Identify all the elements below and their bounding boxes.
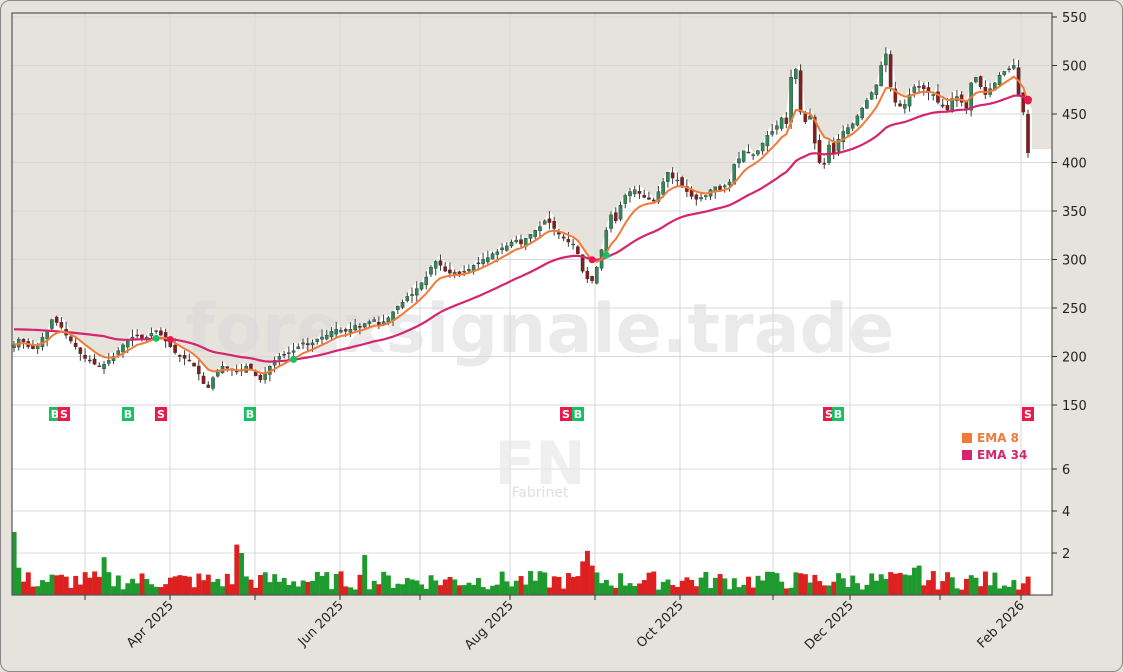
svg-text:400: 400 xyxy=(1062,157,1087,172)
symbol-watermark: FN xyxy=(494,429,585,499)
svg-text:2: 2 xyxy=(1062,547,1070,562)
svg-text:S: S xyxy=(60,408,68,421)
svg-text:Oct 2025: Oct 2025 xyxy=(634,598,687,651)
svg-text:6: 6 xyxy=(1062,463,1070,478)
svg-text:300: 300 xyxy=(1062,254,1087,269)
svg-text:Feb 2026: Feb 2026 xyxy=(975,598,1028,651)
ema34-legend-label: EMA 34 xyxy=(977,448,1027,462)
svg-text:B: B xyxy=(834,408,842,421)
company-watermark: Fabrinet xyxy=(512,485,569,501)
price-axis: 550 500 450 400 350 300 250 200 150 xyxy=(1052,11,1087,414)
volume-axis: 6 4 2 xyxy=(1052,463,1070,562)
svg-text:150: 150 xyxy=(1062,399,1087,414)
svg-text:S: S xyxy=(825,408,833,421)
svg-text:4: 4 xyxy=(1062,505,1070,520)
svg-text:S: S xyxy=(562,408,570,421)
ema-lines xyxy=(13,75,1032,375)
svg-text:B: B xyxy=(246,408,254,421)
svg-text:450: 450 xyxy=(1062,108,1087,123)
time-axis: Apr 2025 Jun 2025 Aug 2025 Oct 2025 Dec 2025… xyxy=(84,595,1028,653)
watermark-text: forexsignale.trade xyxy=(186,290,895,369)
ema8-legend-swatch xyxy=(962,433,972,443)
svg-text:Apr 2025: Apr 2025 xyxy=(124,598,177,651)
price-area-fill xyxy=(12,47,1052,595)
svg-text:350: 350 xyxy=(1062,205,1087,220)
svg-text:Dec 2025: Dec 2025 xyxy=(802,598,857,653)
ema8-legend-label: EMA 8 xyxy=(977,431,1019,445)
svg-text:Jun 2025: Jun 2025 xyxy=(295,598,347,650)
svg-text:550: 550 xyxy=(1062,11,1087,26)
legend: EMA 8 EMA 34 xyxy=(962,431,1027,462)
grid-lines xyxy=(12,13,1052,595)
ema34-legend-swatch xyxy=(962,450,972,460)
svg-text:200: 200 xyxy=(1062,351,1087,366)
svg-text:250: 250 xyxy=(1062,302,1087,317)
svg-text:S: S xyxy=(1024,408,1032,421)
volume-bars xyxy=(12,532,1031,595)
plot-border xyxy=(11,12,1053,596)
svg-text:S: S xyxy=(157,408,165,421)
svg-text:Aug 2025: Aug 2025 xyxy=(462,598,517,653)
svg-text:B: B xyxy=(51,408,59,421)
svg-text:500: 500 xyxy=(1062,60,1087,75)
svg-text:B: B xyxy=(574,408,582,421)
svg-text:B: B xyxy=(124,408,132,421)
